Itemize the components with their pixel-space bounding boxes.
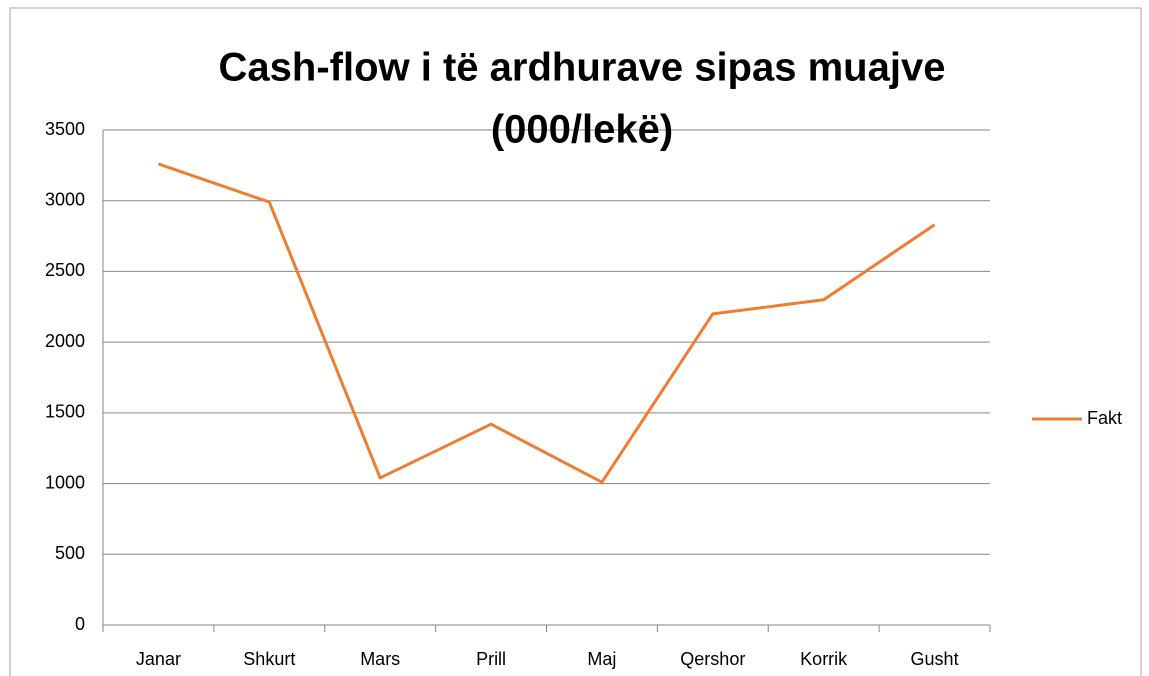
y-tick-label: 1000 [45,472,85,492]
y-tick-label: 3500 [45,119,85,139]
x-tick-label: Gusht [911,649,959,669]
x-tick-label: Qershor [680,649,745,669]
y-tick-label: 3000 [45,189,85,209]
x-tick-label: Mars [360,649,400,669]
chart-title: (000/lekë) [491,108,673,152]
y-tick-label: 1500 [45,402,85,422]
y-tick-label: 0 [75,614,85,634]
x-tick-label: Prill [476,649,506,669]
legend-label: Fakt [1087,408,1122,428]
y-tick-label: 2000 [45,331,85,351]
y-tick-label: 2500 [45,260,85,280]
y-tick-label: 500 [55,543,85,563]
chart-title: Cash-flow i të ardhurave sipas muajve [219,46,946,90]
line [157,162,936,484]
x-tick-label: Maj [587,649,616,669]
x-tick-label: Janar [136,649,181,669]
x-tick-label: Korrik [800,649,848,669]
x-tick-label: Shkurt [243,649,295,669]
